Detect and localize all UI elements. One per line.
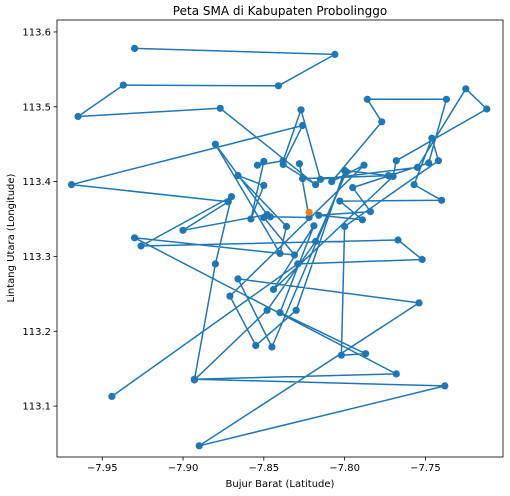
data-point <box>260 213 268 222</box>
data-point <box>247 215 255 223</box>
y-axis-label: Lintang Utara (Longitude) <box>6 173 17 302</box>
data-point <box>274 82 282 90</box>
data-point <box>438 196 446 204</box>
data-point <box>290 251 299 259</box>
y-axis: 113.1 113.2 113.3 113.4 113.5 113.6 <box>22 27 57 413</box>
data-point <box>337 351 345 359</box>
series-2 <box>305 208 313 216</box>
data-point <box>328 178 336 186</box>
data-point <box>342 168 350 176</box>
x-axis: −7.95 −7.90 −7.85 −7.80 −7.75 <box>87 457 441 474</box>
data-point <box>299 121 307 130</box>
data-point <box>292 306 300 314</box>
series-1 <box>67 44 491 450</box>
data-point <box>253 161 261 169</box>
data-point <box>305 208 313 216</box>
data-point <box>269 285 278 293</box>
data-point <box>268 343 276 351</box>
data-point <box>305 213 313 222</box>
data-point <box>362 350 370 358</box>
data-point <box>195 442 203 450</box>
data-point <box>363 95 371 103</box>
data-point <box>341 222 349 231</box>
data-point <box>131 234 139 242</box>
data-point <box>442 95 450 103</box>
data-point <box>276 249 284 258</box>
series-layer <box>67 44 491 450</box>
data-point <box>190 376 198 384</box>
data-point <box>234 275 242 283</box>
data-point <box>434 157 442 165</box>
data-point <box>462 85 470 93</box>
data-point <box>216 104 224 112</box>
data-point <box>276 309 284 317</box>
data-point <box>415 299 423 307</box>
data-point <box>67 181 76 189</box>
data-point <box>279 157 287 165</box>
chart-title: Peta SMA di Kabupaten Probolinggo <box>173 4 387 18</box>
data-point <box>366 208 375 216</box>
data-point <box>384 172 392 180</box>
data-point <box>315 211 323 219</box>
y-tick-label: 113.3 <box>22 252 51 263</box>
data-point <box>211 140 219 148</box>
data-point <box>108 392 116 400</box>
data-point <box>331 50 339 59</box>
x-tick-label: −7.90 <box>168 463 199 474</box>
data-point <box>179 226 187 234</box>
data-point <box>226 292 234 300</box>
data-point <box>392 157 400 165</box>
plot-frame <box>56 19 504 458</box>
data-point <box>282 222 291 231</box>
x-tick-label: −7.80 <box>329 463 360 474</box>
data-point <box>131 44 139 53</box>
data-point <box>378 118 386 126</box>
data-point <box>360 161 368 169</box>
y-tick-label: 113.4 <box>22 177 51 188</box>
y-tick-label: 113.6 <box>22 27 51 38</box>
data-point <box>316 175 324 183</box>
data-point <box>224 198 232 206</box>
data-point <box>425 159 433 167</box>
data-point <box>260 157 268 165</box>
data-point <box>428 134 436 142</box>
data-point <box>74 112 82 121</box>
data-point <box>349 184 357 192</box>
data-point <box>418 255 426 264</box>
data-point <box>211 260 219 268</box>
x-axis-label: Bujur Barat (Latitude) <box>226 479 335 490</box>
data-point <box>312 237 320 246</box>
x-tick-label: −7.95 <box>87 463 118 474</box>
x-tick-label: −7.85 <box>249 463 280 474</box>
data-point <box>413 163 421 171</box>
data-point <box>299 175 307 183</box>
data-point <box>310 222 318 230</box>
data-point <box>312 181 320 189</box>
data-point <box>483 105 491 113</box>
data-point <box>410 181 418 189</box>
x-tick-label: −7.75 <box>410 463 441 474</box>
data-point <box>263 306 271 314</box>
series-line <box>70 47 488 447</box>
data-point <box>358 216 366 224</box>
data-point <box>394 236 402 244</box>
data-point <box>260 181 268 189</box>
data-point <box>119 81 127 89</box>
data-point <box>137 242 145 250</box>
data-point <box>295 160 303 168</box>
y-tick-label: 113.5 <box>22 102 51 113</box>
data-point <box>227 193 236 201</box>
data-point <box>294 260 302 268</box>
data-point <box>234 172 242 180</box>
data-point <box>297 106 305 114</box>
y-tick-label: 113.2 <box>22 327 51 338</box>
data-point <box>252 341 260 350</box>
data-point <box>336 197 344 205</box>
y-tick-label: 113.1 <box>22 402 51 413</box>
data-point <box>266 213 274 221</box>
data-point <box>392 370 400 378</box>
data-point <box>441 382 449 390</box>
